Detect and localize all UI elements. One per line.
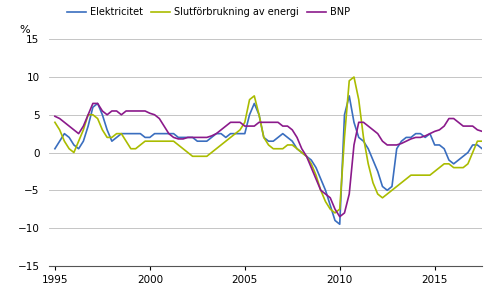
- BNP: [52, 114, 58, 118]
- Elektricitet: [474, 143, 480, 147]
- Line: Elektricitet: Elektricitet: [55, 96, 482, 224]
- Slutförbrukning av energi: [104, 136, 110, 139]
- Elektricitet: [337, 222, 343, 226]
- BNP: [337, 215, 343, 219]
- Elektricitet: [346, 94, 352, 98]
- Elektricitet: [422, 136, 428, 139]
- Line: Slutförbrukning av energi: Slutförbrukning av energi: [55, 77, 482, 213]
- BNP: [90, 101, 96, 105]
- BNP: [166, 132, 172, 135]
- Legend: Elektricitet, Slutförbrukning av energi, BNP: Elektricitet, Slutförbrukning av energi,…: [62, 3, 354, 21]
- Line: BNP: BNP: [55, 103, 482, 217]
- Elektricitet: [161, 132, 167, 135]
- BNP: [474, 128, 480, 132]
- Slutförbrukning av energi: [332, 211, 338, 215]
- Slutförbrukning av energi: [161, 140, 167, 143]
- BNP: [422, 134, 428, 138]
- BNP: [156, 117, 162, 120]
- BNP: [109, 109, 115, 113]
- Elektricitet: [52, 147, 58, 150]
- Elektricitet: [104, 128, 110, 132]
- Slutförbrukning av energi: [479, 140, 485, 143]
- Slutförbrukning av energi: [474, 140, 480, 143]
- BNP: [479, 130, 485, 133]
- Slutförbrukning av energi: [299, 151, 305, 154]
- Elektricitet: [299, 151, 305, 154]
- Elektricitet: [152, 132, 157, 135]
- Slutförbrukning av energi: [52, 120, 58, 124]
- Text: %: %: [19, 25, 30, 35]
- Slutförbrukning av energi: [351, 75, 357, 79]
- Elektricitet: [479, 147, 485, 150]
- Slutförbrukning av energi: [152, 140, 157, 143]
- Slutförbrukning av energi: [422, 173, 428, 177]
- BNP: [304, 155, 309, 158]
